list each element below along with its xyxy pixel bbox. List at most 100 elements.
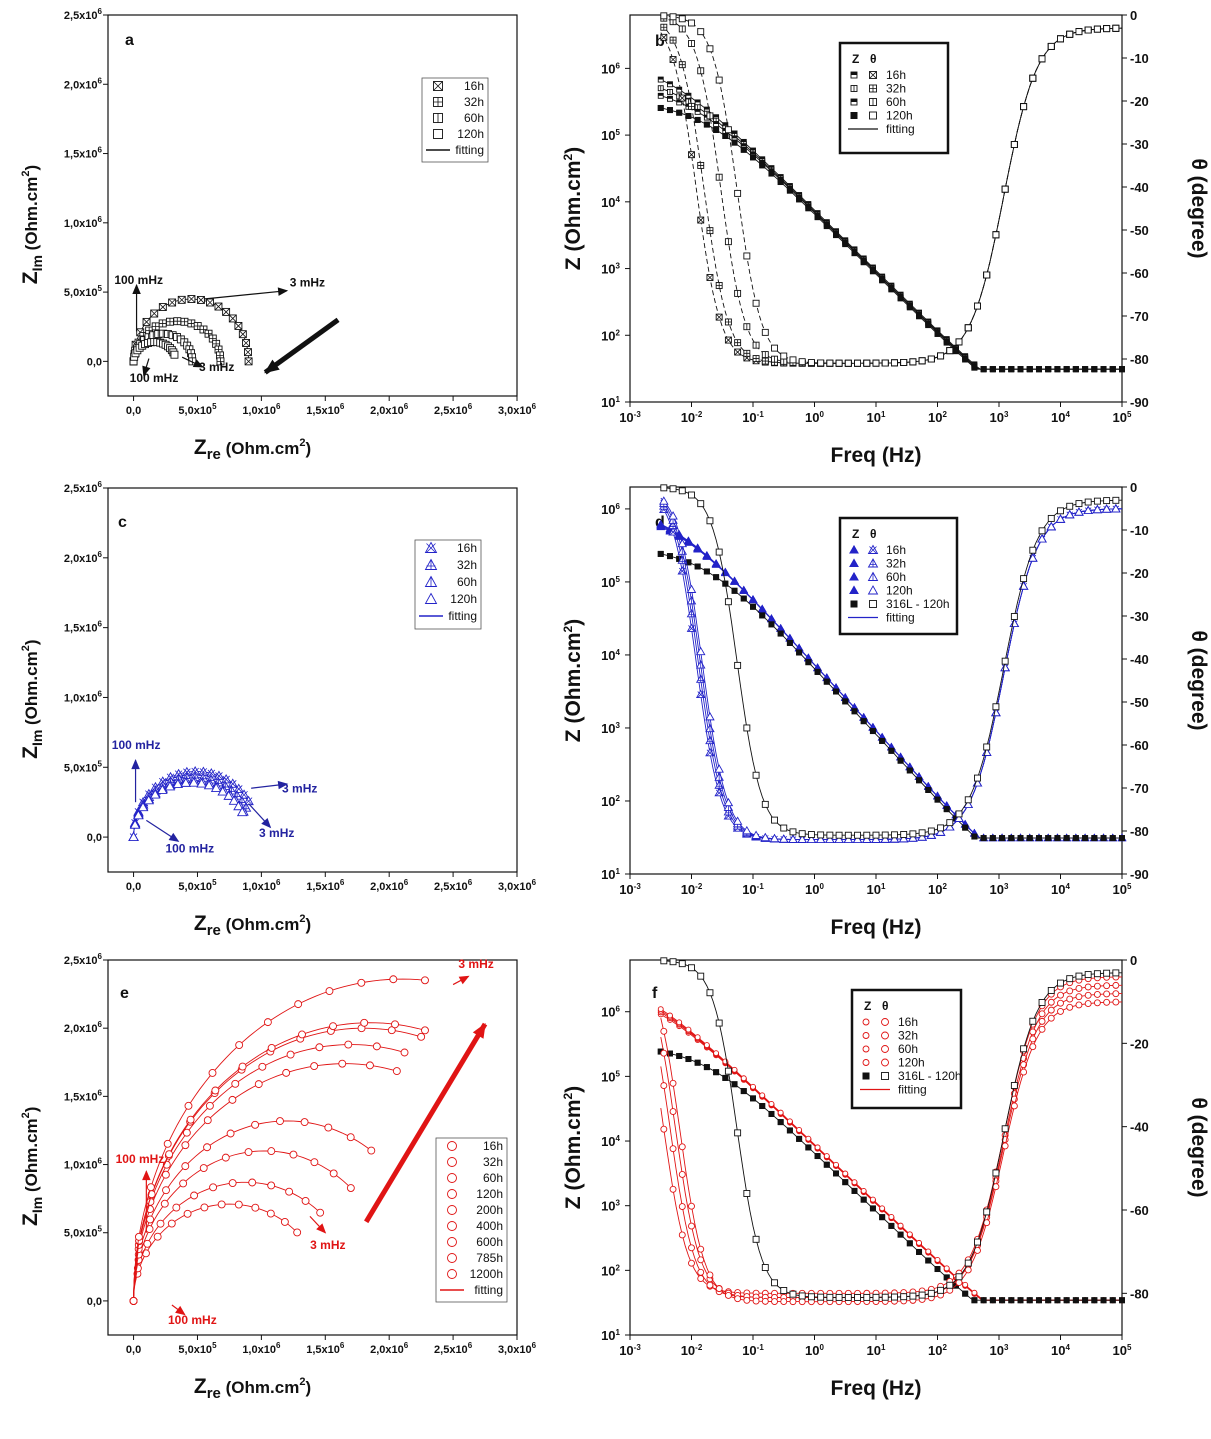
data-point-fill bbox=[917, 1249, 922, 1254]
data-point-fill bbox=[898, 1232, 903, 1237]
data-point-fill bbox=[1083, 367, 1088, 372]
data-point bbox=[772, 817, 778, 823]
data-point bbox=[1002, 658, 1008, 664]
data-point bbox=[161, 1200, 168, 1207]
data-point bbox=[661, 485, 667, 491]
data-point bbox=[855, 1294, 861, 1300]
data-point bbox=[725, 1068, 731, 1074]
data-point bbox=[679, 488, 685, 494]
data-point bbox=[164, 1140, 171, 1147]
legend-label: 400h bbox=[476, 1219, 503, 1233]
data-point bbox=[993, 1184, 999, 1190]
data-point bbox=[704, 1043, 709, 1048]
y-tick-label: 106 bbox=[601, 61, 620, 76]
data-point bbox=[993, 1170, 999, 1176]
data-point-fill bbox=[926, 787, 931, 792]
x-tick-label: 1,5x106 bbox=[306, 1341, 345, 1356]
y-tick-label: 101 bbox=[601, 1328, 620, 1343]
data-point bbox=[1104, 498, 1110, 504]
legend-label: 16h bbox=[886, 543, 906, 557]
data-point bbox=[827, 1294, 833, 1300]
data-point-fill bbox=[806, 660, 811, 665]
data-point-fill bbox=[714, 1070, 719, 1075]
data-point bbox=[725, 127, 731, 133]
data-point bbox=[294, 1229, 301, 1236]
x-tick-label: 3,0x106 bbox=[498, 878, 537, 893]
data-point bbox=[1067, 503, 1073, 509]
data-point bbox=[201, 1204, 208, 1211]
legend-marker bbox=[434, 130, 443, 139]
y2-tick-label: -90 bbox=[1130, 867, 1149, 882]
data-point bbox=[762, 1265, 768, 1271]
data-point-fill bbox=[714, 127, 719, 132]
y-tick-label: 105 bbox=[601, 128, 620, 143]
data-point bbox=[1011, 1082, 1017, 1088]
data-point bbox=[679, 1204, 685, 1210]
y-tick-label: 105 bbox=[601, 575, 620, 590]
data-point bbox=[268, 1182, 275, 1189]
data-point bbox=[1067, 996, 1073, 1002]
data-point-fill bbox=[695, 117, 700, 122]
data-point bbox=[695, 1035, 700, 1040]
data-point bbox=[689, 1223, 695, 1229]
data-point bbox=[267, 1210, 274, 1217]
data-point-half bbox=[686, 93, 691, 96]
data-point bbox=[1076, 29, 1082, 35]
data-point-fill bbox=[1009, 1298, 1014, 1303]
data-point-fill bbox=[1083, 1298, 1088, 1303]
data-point-fill bbox=[797, 1136, 802, 1141]
data-point bbox=[836, 832, 842, 838]
data-point bbox=[799, 359, 805, 365]
arrow-bold bbox=[265, 320, 338, 373]
data-point-fill bbox=[723, 1075, 728, 1080]
data-point bbox=[799, 1299, 805, 1305]
data-point bbox=[1011, 614, 1017, 620]
legend-label: 60h bbox=[457, 575, 477, 589]
data-point bbox=[679, 1144, 685, 1150]
data-point bbox=[222, 1154, 229, 1161]
y2-axis-label: θ (degree) bbox=[1187, 158, 1210, 258]
data-point-fill bbox=[953, 349, 958, 354]
data-point-fill bbox=[843, 242, 848, 247]
data-point bbox=[330, 1023, 337, 1030]
data-point-fill bbox=[834, 233, 839, 238]
x-axis-label: Zre (Ohm.cm2) bbox=[194, 1375, 311, 1402]
data-point bbox=[345, 1041, 352, 1048]
data-point-fill bbox=[1018, 367, 1023, 372]
data-point bbox=[249, 1179, 256, 1186]
data-point bbox=[1021, 576, 1027, 582]
data-point bbox=[1058, 508, 1064, 514]
data-point-fill bbox=[990, 1298, 995, 1303]
data-point bbox=[361, 1019, 368, 1026]
data-point bbox=[843, 1171, 848, 1176]
x-tick-label: 2,5x106 bbox=[434, 1341, 473, 1356]
data-point-half bbox=[732, 136, 737, 139]
x-tick-label: 5,0x105 bbox=[178, 1341, 217, 1356]
data-point bbox=[1104, 983, 1110, 989]
legend-label: 32h bbox=[464, 95, 484, 109]
data-point bbox=[762, 1298, 768, 1304]
data-point-fill bbox=[1073, 1298, 1078, 1303]
data-point-fill bbox=[1092, 836, 1097, 841]
data-point-fill bbox=[1055, 367, 1060, 372]
legend-label: 32h bbox=[886, 557, 906, 571]
data-point-fill bbox=[769, 622, 774, 627]
legend-marker bbox=[863, 1046, 869, 1052]
data-point bbox=[1085, 1001, 1091, 1007]
data-point bbox=[707, 1282, 713, 1288]
data-point-fill bbox=[972, 365, 977, 370]
data-point bbox=[1085, 992, 1091, 998]
data-point-fill bbox=[1036, 1298, 1041, 1303]
data-point bbox=[180, 1180, 187, 1187]
legend-title-theta: θ bbox=[882, 999, 889, 1013]
data-point-fill bbox=[686, 1057, 691, 1062]
data-point bbox=[212, 1087, 219, 1094]
data-point bbox=[1076, 994, 1082, 1000]
data-point bbox=[818, 360, 824, 366]
data-point bbox=[187, 1116, 194, 1123]
data-point bbox=[891, 832, 897, 838]
data-point-half bbox=[658, 77, 663, 80]
y-tick-label: 2,0x106 bbox=[64, 550, 103, 565]
data-point bbox=[182, 1142, 189, 1149]
y-tick-label: 104 bbox=[601, 1134, 620, 1149]
